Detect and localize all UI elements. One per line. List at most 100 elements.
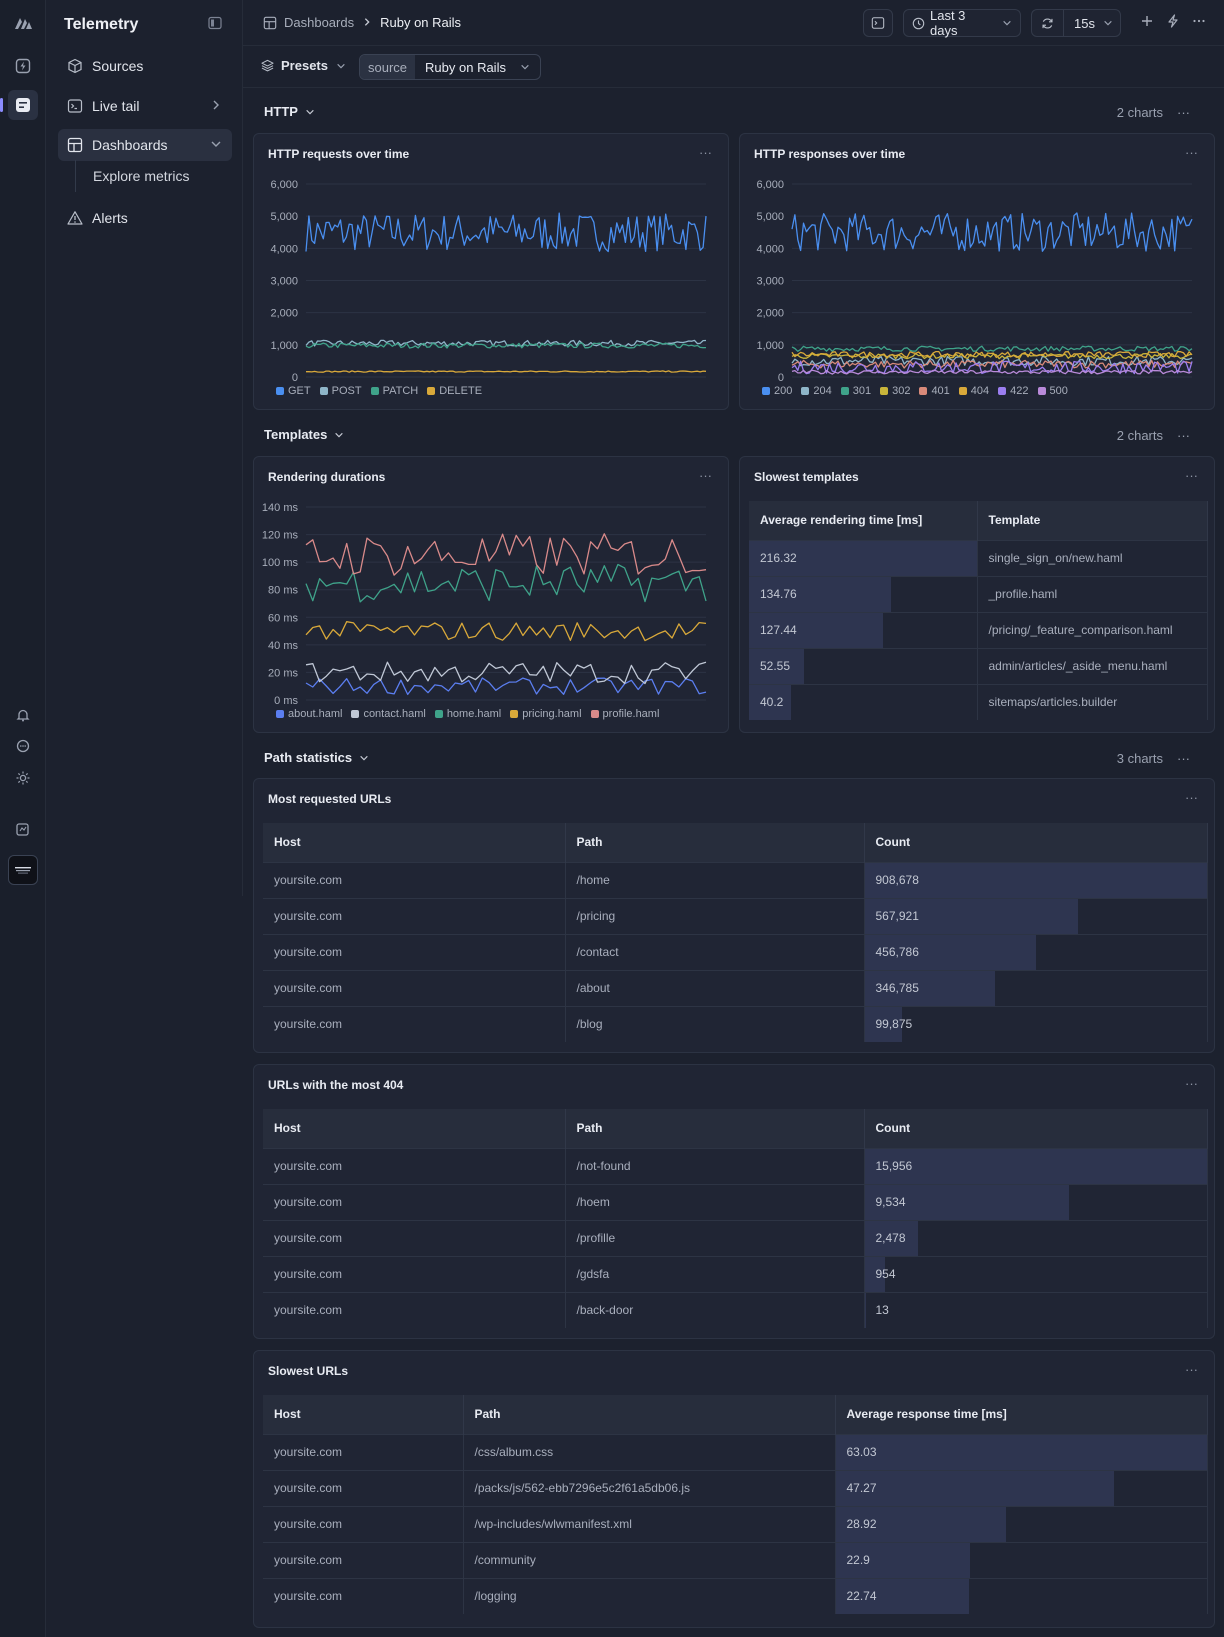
legend-item[interactable]: profile.haml <box>590 708 659 720</box>
table-row[interactable]: yoursite.com/packs/js/562-ebb7296e5c2f61… <box>263 1469 1208 1506</box>
sidebar-item-sources[interactable]: Sources <box>58 50 232 82</box>
chat-icon[interactable] <box>8 731 38 761</box>
table-row[interactable]: 40.2 sitemaps/articles.builder <box>749 683 1208 720</box>
source-filter-value-text: Ruby on Rails <box>425 59 506 75</box>
table-row[interactable]: yoursite.com/profille 2,478 <box>263 1219 1208 1256</box>
table-row[interactable]: yoursite.com/hoem 9,534 <box>263 1183 1208 1220</box>
legend-item[interactable]: 500 <box>1037 385 1068 397</box>
legend-label: DELETE <box>439 385 483 397</box>
more-icon[interactable]: ··· <box>1185 468 1198 483</box>
bolt-app-icon[interactable] <box>8 51 38 81</box>
legend-item[interactable]: PATCH <box>370 385 418 397</box>
table-row[interactable]: yoursite.com/css/album.css 63.03 <box>263 1433 1208 1470</box>
table-row[interactable]: 52.55 admin/articles/_aside_menu.haml <box>749 647 1208 684</box>
column-header[interactable]: Template <box>977 501 1208 540</box>
more-icon[interactable]: ··· <box>1177 105 1190 120</box>
breadcrumb-dashboards[interactable]: Dashboards <box>284 15 355 30</box>
more-icon[interactable]: ··· <box>1185 1362 1198 1377</box>
legend-item[interactable]: 302 <box>880 385 910 397</box>
more-icon[interactable] <box>1192 14 1206 31</box>
refresh-icon <box>1041 17 1054 30</box>
legend-item[interactable]: pricing.haml <box>510 708 582 720</box>
plus-icon[interactable] <box>1140 14 1154 31</box>
table-row[interactable]: yoursite.com/contact 456,786 <box>263 933 1208 970</box>
value-bar <box>749 612 884 648</box>
more-icon[interactable]: ··· <box>1185 145 1198 160</box>
table-row[interactable]: yoursite.com/not-found 15,956 <box>263 1147 1208 1184</box>
legend-item[interactable]: about.haml <box>276 708 342 720</box>
more-icon[interactable]: ··· <box>699 145 712 160</box>
presets-button[interactable]: Presets <box>261 58 346 73</box>
column-header[interactable]: Count <box>864 823 1208 862</box>
table-title: Most requested URLs <box>268 792 392 806</box>
table-row[interactable]: 134.76 _profile.haml <box>749 575 1208 612</box>
sidebar-collapse-icon[interactable] <box>208 16 222 33</box>
more-icon[interactable]: ··· <box>1185 1076 1198 1091</box>
add-note-icon[interactable] <box>8 814 38 844</box>
table-row[interactable]: 127.44/pricing/_feature_comparison.haml <box>749 611 1208 648</box>
table-row[interactable]: yoursite.com/pricing 567,921 <box>263 897 1208 934</box>
terminal-toggle-button[interactable] <box>863 9 893 37</box>
avatar[interactable] <box>8 855 38 885</box>
table-row[interactable]: yoursite.com/gdsfa 954 <box>263 1255 1208 1292</box>
table-row[interactable]: yoursite.com/community 22.9 <box>263 1541 1208 1578</box>
column-header[interactable]: Host <box>263 823 566 862</box>
value-bar <box>864 862 1207 898</box>
table-row[interactable]: yoursite.com/about 346,785 <box>263 969 1208 1006</box>
bell-icon[interactable] <box>8 700 38 730</box>
column-header[interactable]: Host <box>263 1109 566 1148</box>
legend-item[interactable]: contact.haml <box>351 708 426 720</box>
more-icon[interactable]: ··· <box>1177 428 1190 443</box>
section-toggle-path-statistics[interactable]: Path statistics <box>264 750 369 765</box>
sidebar-item-live-tail[interactable]: Live tail <box>58 90 232 122</box>
column-header[interactable]: Count <box>864 1109 1208 1148</box>
column-header[interactable]: Path <box>565 1109 865 1148</box>
section-toggle-templates[interactable]: Templates <box>264 427 344 442</box>
legend-item[interactable]: home.haml <box>434 708 501 720</box>
bolt-icon[interactable] <box>1166 14 1180 31</box>
table-row[interactable]: yoursite.com/blog 99,875 <box>263 1005 1208 1042</box>
legend-item[interactable]: 404 <box>958 385 989 397</box>
chart-http-responses: 0 1,000 2,000 3,000 4,000 5,000 6,000 <box>756 179 1193 384</box>
sun-icon[interactable] <box>8 763 38 793</box>
table-row[interactable]: yoursite.com/home 908,678 <box>263 861 1208 898</box>
sidebar-item-explore-metrics[interactable]: Explore metrics <box>93 168 190 184</box>
sidebar-item-alerts[interactable]: Alerts <box>58 202 232 234</box>
more-icon[interactable]: ··· <box>699 468 712 483</box>
legend-item[interactable]: DELETE <box>427 385 482 397</box>
refresh-interval-select[interactable]: 15s <box>1064 16 1113 31</box>
column-header[interactable]: Path <box>565 823 865 862</box>
column-header[interactable]: Path <box>463 1395 836 1434</box>
telemetry-app-icon[interactable] <box>0 90 38 120</box>
sidebar-item-dashboards[interactable]: Dashboards <box>58 129 232 161</box>
section-toggle-http[interactable]: HTTP <box>264 104 315 119</box>
column-header[interactable]: Average response time [ms] <box>835 1395 1208 1434</box>
table-row[interactable]: yoursite.com/wp-includes/wlwmanifest.xml… <box>263 1505 1208 1542</box>
logo-icon[interactable] <box>8 8 38 38</box>
legend-item[interactable]: 401 <box>919 385 950 397</box>
legend-item[interactable]: POST <box>319 385 362 397</box>
time-range-select[interactable]: Last 3 days <box>903 8 1021 38</box>
column-header[interactable]: Average rendering time [ms] <box>749 501 978 540</box>
table-row[interactable]: 216.32 single_sign_on/new.haml <box>749 539 1208 576</box>
time-range-label: Last 3 days <box>930 8 966 38</box>
table-cell-host: yoursite.com <box>263 1433 464 1470</box>
legend-item[interactable]: 301 <box>840 385 871 397</box>
chevron-down-icon <box>1103 18 1113 28</box>
legend-item[interactable]: 204 <box>801 385 832 397</box>
legend-item[interactable]: 200 <box>762 385 792 397</box>
presets-label: Presets <box>281 58 328 73</box>
source-filter[interactable]: source Ruby on Rails <box>359 54 541 80</box>
breadcrumb: Dashboards Ruby on Rails <box>263 15 461 30</box>
more-icon[interactable]: ··· <box>1185 790 1198 805</box>
breadcrumb-current: Ruby on Rails <box>380 15 462 30</box>
table-cell-host: yoursite.com <box>263 861 566 898</box>
legend-item[interactable]: 422 <box>998 385 1029 397</box>
refresh-button[interactable] <box>1032 10 1064 36</box>
table-row[interactable]: yoursite.com/back-door 13 <box>263 1291 1208 1328</box>
more-icon[interactable]: ··· <box>1177 751 1190 766</box>
column-header[interactable]: Host <box>263 1395 464 1434</box>
chevron-right-icon <box>210 98 222 114</box>
legend-item[interactable]: GET <box>276 385 311 397</box>
table-row[interactable]: yoursite.com/logging 22.74 <box>263 1577 1208 1614</box>
